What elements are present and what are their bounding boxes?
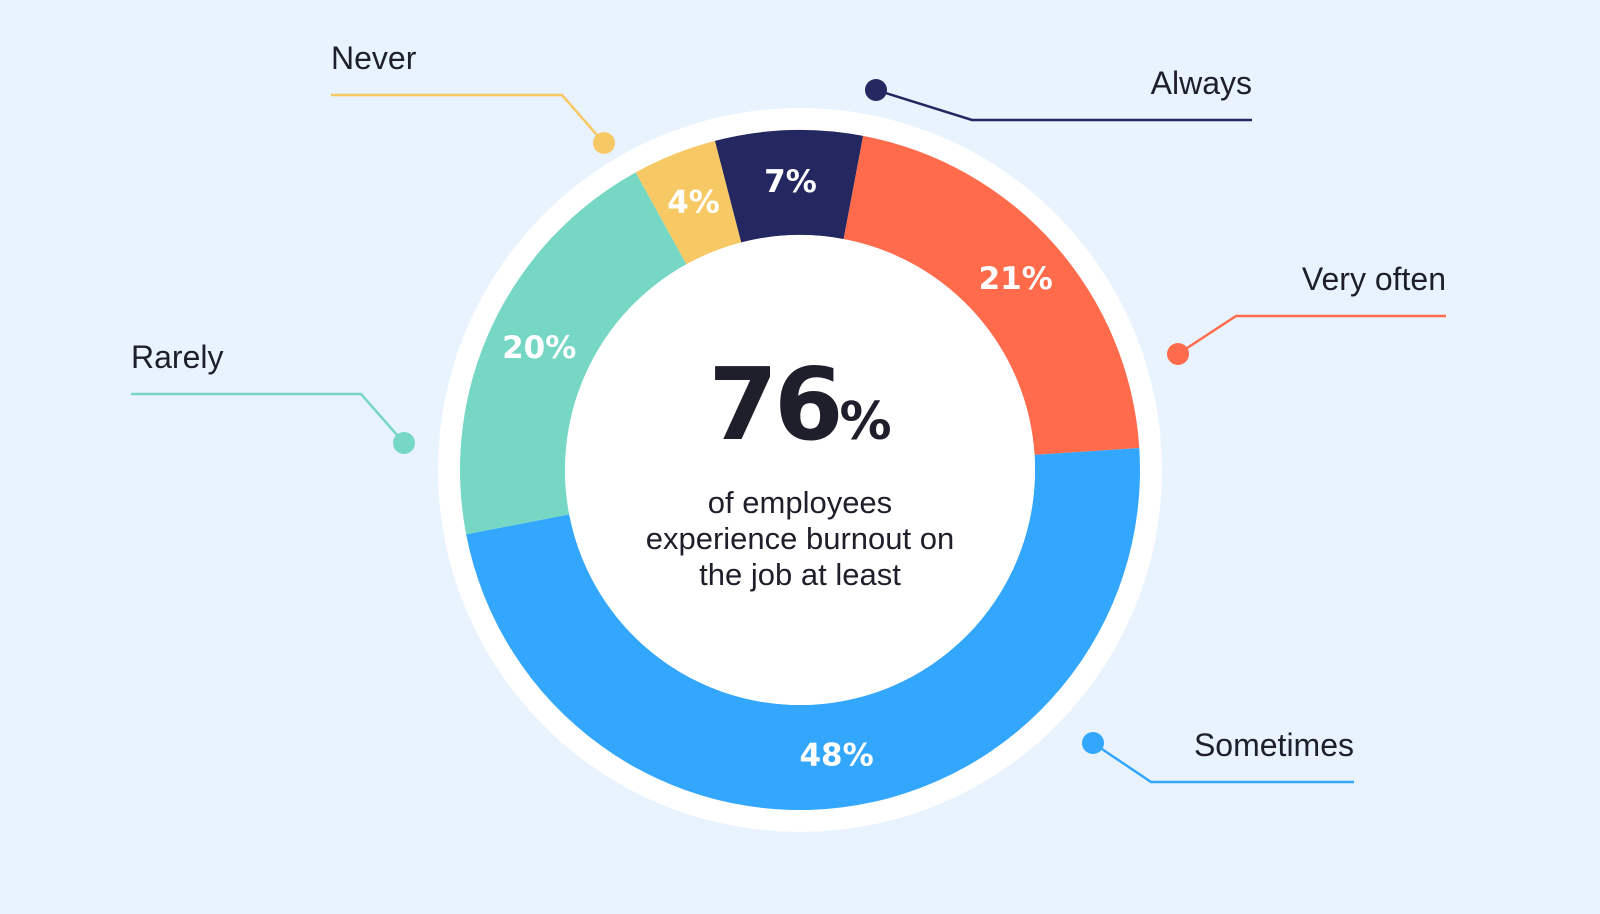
callout-line-very-often [1177, 314, 1446, 356]
callout-label-very-often: Very often [1302, 261, 1446, 297]
slice-value-always: 7% [764, 164, 817, 200]
slice-always [714, 130, 864, 243]
slice-rarely [459, 172, 687, 535]
slice-value-sometimes: 48% [799, 738, 873, 774]
callouts: Always Very often Sometimes Rarely Never [131, 40, 1446, 784]
donut-slices [459, 130, 1140, 810]
callout-label-rarely: Rarely [131, 339, 223, 375]
slice-value-rarely: 20% [502, 330, 576, 366]
callout-dot-sometimes [1082, 732, 1104, 754]
callout-line-always [875, 88, 1252, 122]
headline-description: of employees experience burnout on the j… [645, 485, 955, 592]
callout-line-rarely [131, 392, 405, 444]
callout-dot-very-often [1167, 343, 1189, 365]
headline-value: 76 [708, 346, 843, 463]
slice-value-never: 4% [667, 184, 720, 220]
slice-never [635, 140, 742, 265]
slice-labels: 7% 21% 48% 20% 4% [502, 164, 1053, 774]
callout-line-sometimes [1092, 741, 1354, 784]
callout-dot-never [593, 132, 615, 154]
callout-dot-always [865, 79, 887, 101]
callout-dot-rarely [393, 432, 415, 454]
callout-label-never: Never [331, 40, 417, 76]
slice-sometimes [466, 448, 1140, 810]
slice-value-very-often: 21% [979, 261, 1053, 297]
center-summary: 76% of employees experience burnout on t… [600, 355, 1000, 593]
headline-stat: 76% [600, 355, 1000, 455]
headline-unit: % [839, 392, 892, 452]
callout-line-never [331, 93, 605, 144]
slice-very-often [843, 135, 1140, 455]
callout-label-always: Always [1151, 65, 1252, 101]
callout-label-sometimes: Sometimes [1194, 727, 1354, 763]
donut-hole [565, 235, 1035, 705]
